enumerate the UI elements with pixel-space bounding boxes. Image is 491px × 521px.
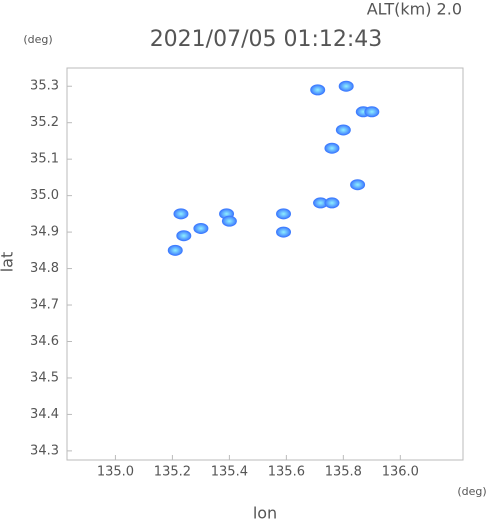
y-axis-label: lat bbox=[0, 252, 17, 273]
echo-cell bbox=[324, 142, 340, 154]
x-tick-label: 135.8 bbox=[325, 465, 362, 480]
y-tick-label: 35.0 bbox=[30, 188, 59, 203]
y-tick-label: 34.5 bbox=[30, 370, 59, 385]
echo-cell bbox=[176, 230, 192, 242]
y-tick-label: 34.9 bbox=[30, 225, 59, 240]
echo-cell bbox=[276, 226, 292, 238]
subtitle: ALT(km) 2.0 bbox=[367, 0, 462, 19]
x-tick-label: 135.0 bbox=[97, 465, 134, 480]
x-tick-label: 135.6 bbox=[268, 465, 305, 480]
y-tick-label: 35.3 bbox=[30, 79, 59, 94]
echo-cell bbox=[167, 244, 183, 256]
y-tick-label: 35.2 bbox=[30, 115, 59, 130]
echo-cell bbox=[310, 84, 326, 96]
y-tick-label: 34.3 bbox=[30, 443, 59, 458]
echo-cell bbox=[338, 80, 354, 92]
x-tick-label: 135.4 bbox=[211, 465, 248, 480]
y-tick-label: 34.6 bbox=[30, 334, 59, 349]
echo-cell bbox=[193, 222, 209, 234]
echo-cell bbox=[221, 215, 237, 227]
x-unit: (deg) bbox=[457, 485, 486, 498]
x-tick-label: 136.0 bbox=[382, 465, 419, 480]
chart-title: 2021/07/05 01:12:43 bbox=[150, 27, 383, 52]
echo-cell bbox=[364, 106, 380, 118]
echo-cell bbox=[335, 124, 351, 136]
echo-cell bbox=[173, 208, 189, 220]
echo-cell bbox=[276, 208, 292, 220]
x-tick-label: 135.2 bbox=[154, 465, 191, 480]
x-axis-label: lon bbox=[253, 504, 277, 521]
y-tick-label: 34.7 bbox=[30, 298, 59, 313]
echo-cell bbox=[324, 197, 340, 209]
plot-frame bbox=[66, 67, 464, 461]
y-tick-label: 34.8 bbox=[30, 261, 59, 276]
y-tick-label: 35.1 bbox=[30, 152, 59, 167]
echo-cell bbox=[350, 179, 366, 191]
y-tick-label: 34.4 bbox=[30, 407, 59, 422]
y-unit: (deg) bbox=[23, 33, 52, 46]
